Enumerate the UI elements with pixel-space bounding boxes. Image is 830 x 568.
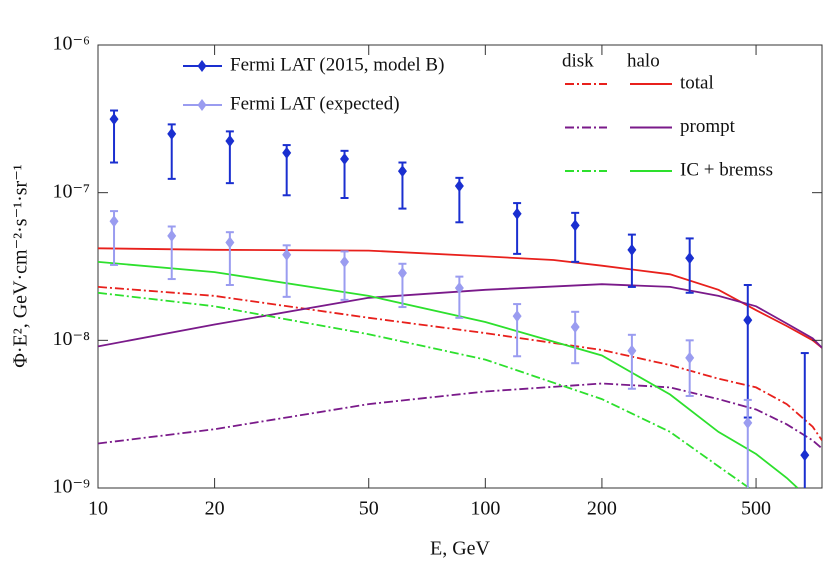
legend-label: total bbox=[680, 72, 714, 93]
y-axis-title: Φ·E², GeV·cm⁻²·s⁻¹·sr⁻¹ bbox=[10, 164, 32, 368]
y-tick-label: 10⁻⁹ bbox=[52, 476, 90, 498]
legend-column-label: halo bbox=[627, 50, 660, 71]
legend-label: prompt bbox=[680, 116, 736, 137]
x-tick-label: 200 bbox=[587, 498, 617, 520]
legend-label: Fermi LAT (2015, model B) bbox=[230, 54, 444, 75]
data-point bbox=[225, 134, 235, 147]
y-tick-label: 10⁻⁶ bbox=[52, 33, 90, 55]
data-point bbox=[570, 321, 580, 334]
data-point bbox=[167, 229, 177, 242]
data-point bbox=[109, 215, 119, 228]
data-point bbox=[225, 236, 235, 249]
x-tick-label: 100 bbox=[470, 498, 500, 520]
data-point bbox=[167, 127, 177, 140]
data-point bbox=[743, 314, 753, 327]
legend-column-label: disk bbox=[562, 50, 594, 71]
data-point bbox=[743, 416, 753, 429]
curve bbox=[98, 261, 799, 488]
data-point bbox=[685, 351, 695, 364]
x-axis-title: E, GeV bbox=[430, 538, 491, 560]
x-tick-label: 10 bbox=[88, 498, 108, 520]
legend-label: IC + bremss bbox=[680, 159, 773, 180]
legend-marker bbox=[197, 60, 207, 72]
data-point bbox=[800, 449, 810, 462]
data-point bbox=[109, 113, 119, 126]
data-point bbox=[340, 255, 350, 268]
y-tick-label: 10⁻⁸ bbox=[52, 328, 90, 350]
curve bbox=[98, 382, 822, 450]
data-point bbox=[627, 243, 637, 256]
data-point bbox=[340, 153, 350, 166]
x-tick-label: 20 bbox=[205, 498, 225, 520]
x-tick-label: 50 bbox=[359, 498, 379, 520]
data-point bbox=[397, 266, 407, 279]
legend-label: Fermi LAT (expected) bbox=[230, 93, 400, 114]
x-tick-label: 500 bbox=[741, 498, 771, 520]
data-point bbox=[512, 310, 522, 323]
y-tick-label: 10⁻⁷ bbox=[52, 180, 90, 202]
curve bbox=[98, 283, 822, 349]
curve bbox=[98, 291, 750, 488]
data-point bbox=[685, 252, 695, 265]
plot-area bbox=[98, 109, 822, 488]
data-point bbox=[570, 219, 580, 232]
data-point bbox=[454, 179, 464, 192]
data-point bbox=[454, 282, 464, 295]
data-point bbox=[627, 344, 637, 357]
data-point bbox=[512, 207, 522, 220]
legend-marker bbox=[197, 99, 207, 111]
plot-frame bbox=[97, 44, 823, 489]
data-point bbox=[397, 165, 407, 178]
data-point bbox=[282, 248, 292, 261]
data-point bbox=[282, 146, 292, 159]
